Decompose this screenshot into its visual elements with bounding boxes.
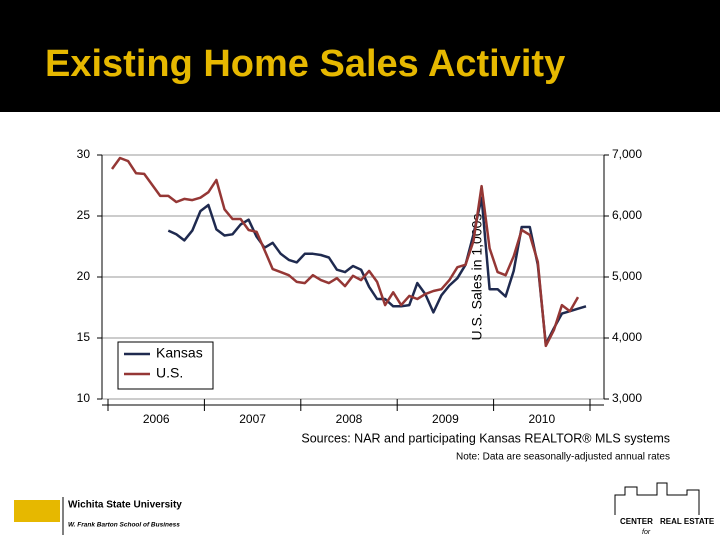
university-name: Wichita State University bbox=[68, 500, 182, 511]
center-text-2: REAL ESTATE bbox=[660, 517, 715, 526]
series-line bbox=[167, 196, 587, 346]
y2-tick-label: 7,000 bbox=[612, 147, 642, 161]
x-tick-label: 2007 bbox=[239, 412, 266, 426]
x-tick-label: 2010 bbox=[528, 412, 555, 426]
wsu-logo-mark bbox=[14, 500, 60, 522]
center-text: CENTER bbox=[620, 517, 653, 526]
legend-label: Kansas bbox=[156, 345, 203, 361]
header-band bbox=[0, 0, 720, 112]
school-name: W. Frank Barton School of Business bbox=[68, 522, 180, 529]
legend-label: U.S. bbox=[156, 365, 183, 381]
slide-title: Existing Home Sales Activity bbox=[45, 43, 565, 85]
y-tick-label: 30 bbox=[77, 147, 91, 161]
y2-tick-label: 3,000 bbox=[612, 391, 642, 405]
y2-tick-label: 5,000 bbox=[612, 269, 642, 283]
x-tick-label: 2009 bbox=[432, 412, 459, 426]
x-tick-label: 2006 bbox=[143, 412, 170, 426]
y2-tick-label: 4,000 bbox=[612, 330, 642, 344]
y-tick-label: 25 bbox=[77, 208, 91, 222]
legend bbox=[117, 341, 214, 390]
y2-tick-label: 6,000 bbox=[612, 208, 642, 222]
y-tick-label: 20 bbox=[77, 269, 91, 283]
series-line bbox=[110, 156, 580, 348]
skyline bbox=[614, 482, 700, 515]
y2-axis-label: U.S. Sales in 1,000s bbox=[469, 214, 485, 341]
y-tick-label: 10 bbox=[77, 391, 91, 405]
source-note: Sources: NAR and participating Kansas RE… bbox=[301, 431, 670, 445]
y-tick-label: 15 bbox=[77, 330, 91, 344]
center-for: for bbox=[642, 529, 651, 536]
x-tick-label: 2008 bbox=[336, 412, 363, 426]
note: Note: Data are seasonally-adjusted annua… bbox=[456, 452, 670, 463]
